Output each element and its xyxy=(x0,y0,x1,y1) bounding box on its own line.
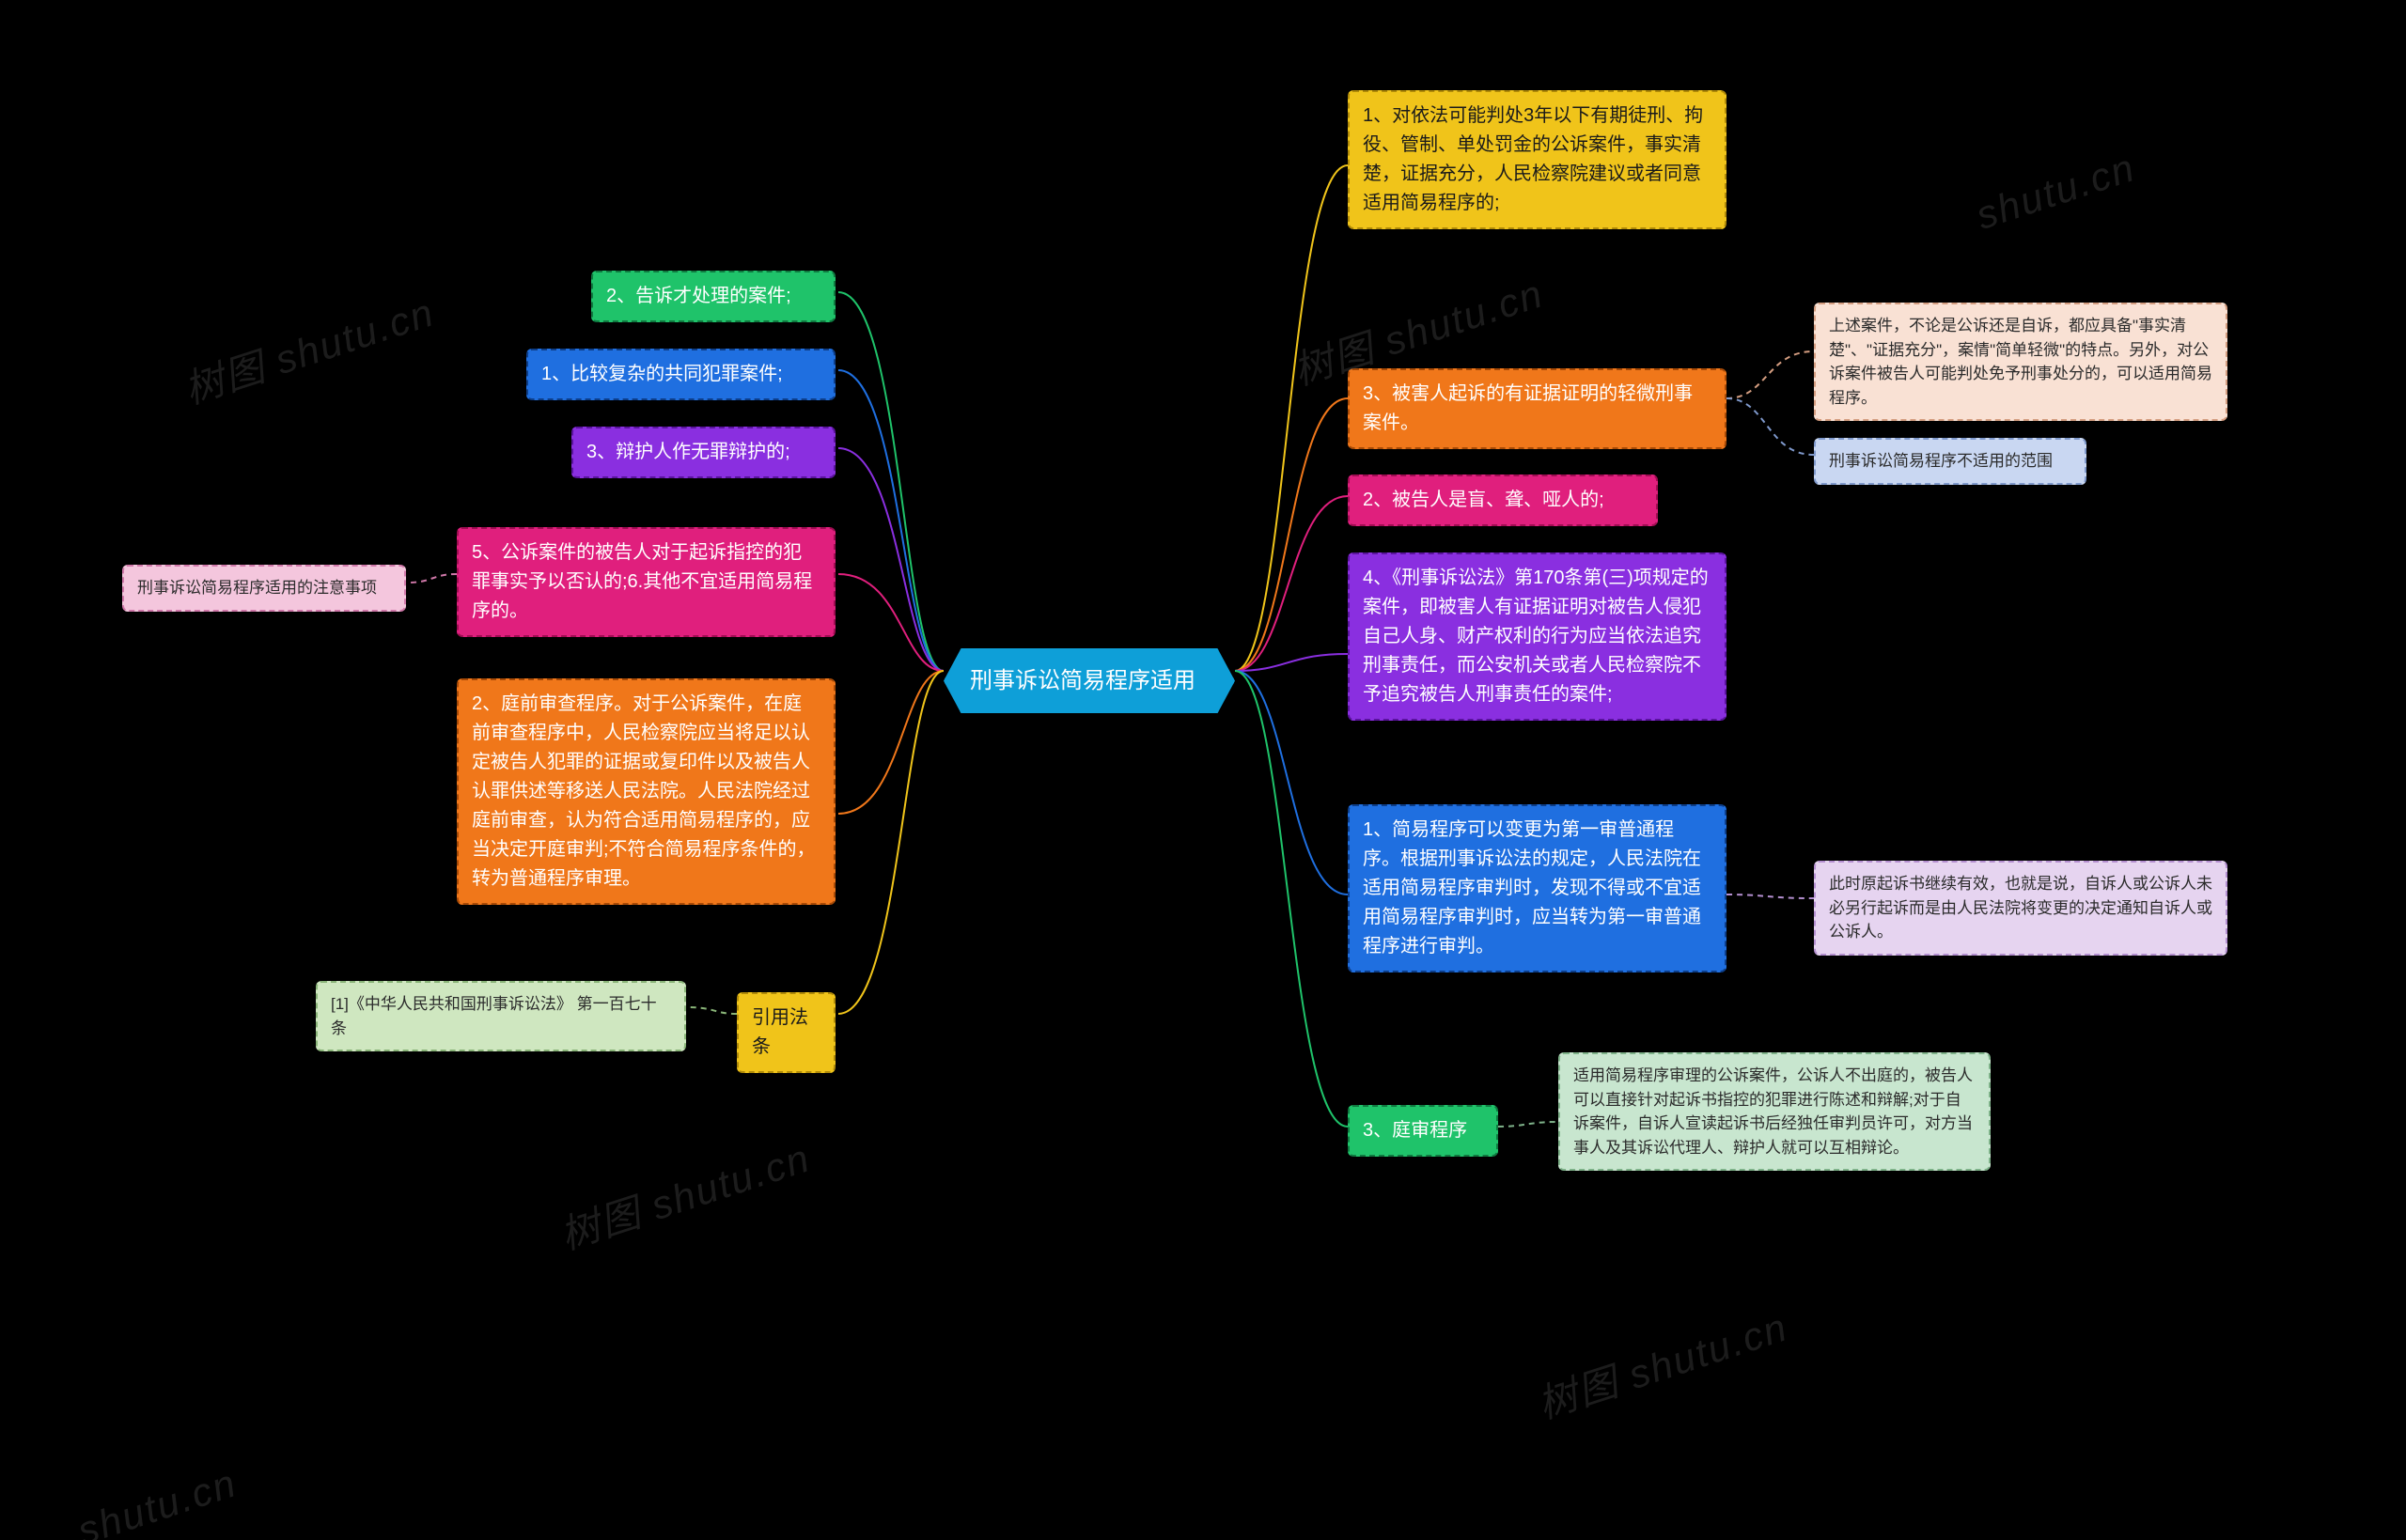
node-r_blue: 1、简易程序可以变更为第一审普通程序。根据刑事诉讼法的规定，人民法院在适用简易程… xyxy=(1348,804,1726,972)
watermark: shutu.cn xyxy=(72,1460,242,1540)
connector-layer xyxy=(0,0,2406,1540)
node-l_magenta: 5、公诉案件的被告人对于起诉指控的犯罪事实予以否认的;6.其他不宜适用简易程序的… xyxy=(457,527,836,637)
node-l_orange: 2、庭前审查程序。对于公诉案件，在庭前审查程序中，人民检察院应当将足以认定被告人… xyxy=(457,678,836,905)
node-r_orange: 3、被害人起诉的有证据证明的轻微刑事案件。 xyxy=(1348,368,1726,449)
node-l_yellow: 引用法条 xyxy=(737,992,836,1073)
watermark: 树图 shutu.cn xyxy=(176,281,441,415)
node-r_note1: 上述案件，不论是公诉还是自诉，都应具备"事实清楚"、"证据充分"，案情"简单轻微… xyxy=(1814,303,2227,421)
watermark: shutu.cn xyxy=(1971,145,2141,239)
node-l_pink: 刑事诉讼简易程序适用的注意事项 xyxy=(122,565,406,612)
node-l_blue: 1、比较复杂的共同犯罪案件; xyxy=(526,349,836,400)
node-r_note3: 此时原起诉书继续有效，也就是说，自诉人或公诉人未必另行起诉而是由人民法院将变更的… xyxy=(1814,861,2227,956)
center-node: 刑事诉讼简易程序适用 xyxy=(944,648,1235,713)
node-l_green: 2、告诉才处理的案件; xyxy=(591,271,836,322)
node-r_note4: 适用简易程序审理的公诉案件，公诉人不出庭的，被告人可以直接针对起诉书指控的犯罪进… xyxy=(1558,1052,1991,1171)
node-r_green: 3、庭审程序 xyxy=(1348,1105,1498,1157)
node-r_note2: 刑事诉讼简易程序不适用的范围 xyxy=(1814,438,2086,485)
node-r_magenta: 2、被告人是盲、聋、哑人的; xyxy=(1348,474,1658,526)
watermark: 树图 shutu.cn xyxy=(1529,1296,1794,1430)
node-l_purple: 3、辩护人作无罪辩护的; xyxy=(571,427,836,478)
watermark: 树图 shutu.cn xyxy=(552,1127,817,1261)
node-r_purple: 4、《刑事诉讼法》第170条第(三)项规定的案件，即被害人有证据证明对被告人侵犯… xyxy=(1348,552,1726,721)
node-l_cite: [1]《中华人民共和国刑事诉讼法》 第一百七十条 xyxy=(316,981,686,1051)
node-r_yellow: 1、对依法可能判处3年以下有期徒刑、拘役、管制、单处罚金的公诉案件，事实清楚，证… xyxy=(1348,90,1726,229)
